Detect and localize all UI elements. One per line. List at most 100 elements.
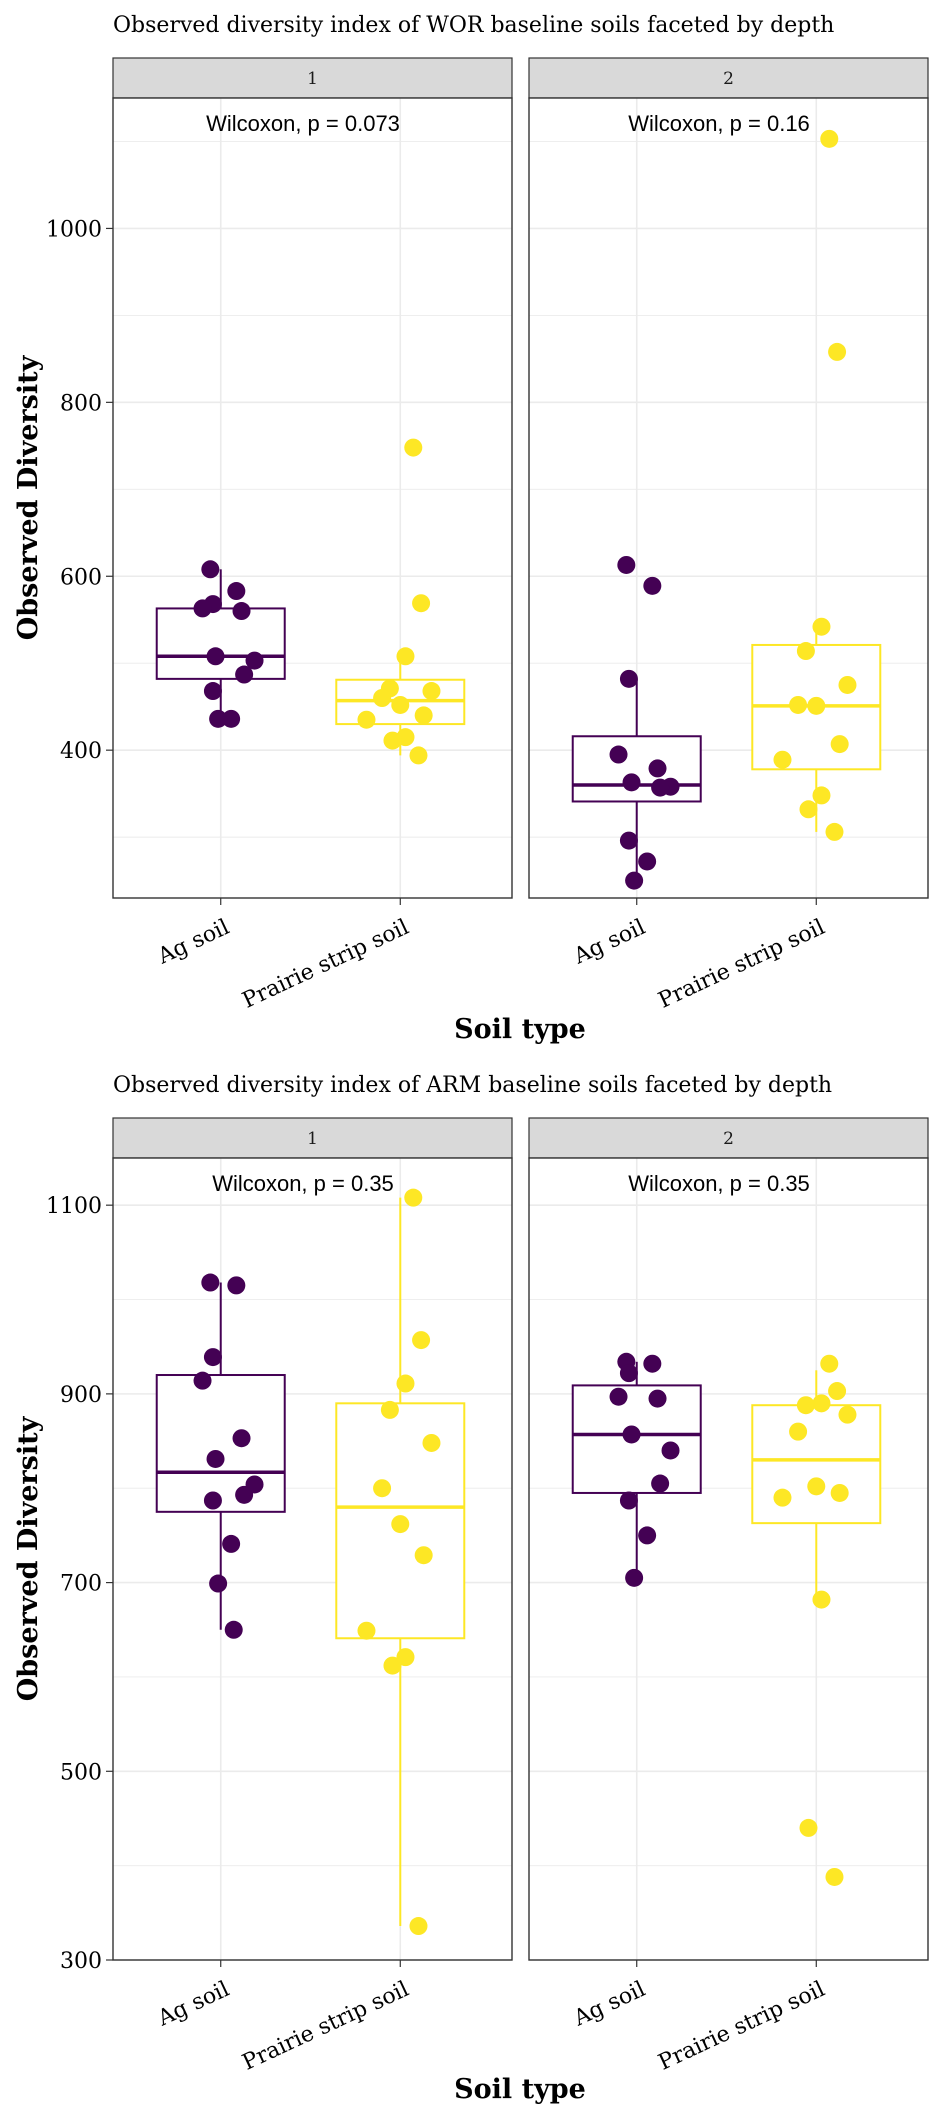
data-point: [789, 695, 808, 714]
data-point: [648, 759, 667, 778]
box-ag-soil: [571, 555, 702, 890]
data-point: [619, 831, 638, 850]
x-tick-label: Prairie strip soil: [239, 1977, 413, 2076]
data-point: [357, 710, 376, 729]
data-point: [812, 617, 831, 636]
data-point: [422, 1433, 441, 1452]
panel-background: [113, 98, 512, 898]
data-point: [422, 682, 441, 701]
data-point: [807, 696, 826, 715]
data-point: [638, 1526, 657, 1545]
data-point: [414, 1546, 433, 1565]
data-point: [651, 1474, 670, 1493]
data-point: [619, 1491, 638, 1510]
box-iqr: [155, 607, 286, 680]
data-point: [625, 871, 644, 890]
data-point: [404, 438, 423, 457]
data-point: [206, 647, 225, 666]
data-point: [619, 669, 638, 688]
y-tick-label: 500: [60, 1760, 102, 1785]
facet-strip: [528, 57, 929, 99]
panel-border: [112, 1157, 513, 1961]
data-point: [222, 1534, 241, 1553]
x-tick-label: Ag soil: [569, 915, 649, 970]
data-point: [643, 1354, 662, 1373]
data-point: [638, 852, 657, 871]
data-point: [224, 1620, 243, 1639]
x-axis-title: Soil type: [454, 2074, 586, 2105]
data-point: [412, 594, 431, 613]
data-point: [812, 1394, 831, 1413]
data-point: [609, 745, 628, 764]
data-point: [622, 1425, 641, 1444]
data-point: [796, 1396, 815, 1415]
box-ag-soil: [571, 1352, 702, 1587]
panel-background: [529, 1158, 928, 1960]
data-point: [838, 1405, 857, 1424]
chart-2: Observed diversity index of ARM baseline…: [13, 1073, 929, 2105]
data-point: [383, 731, 402, 750]
data-point: [820, 1354, 839, 1373]
box-prairie-strip-soil: [335, 1188, 466, 1936]
data-point: [622, 773, 641, 792]
data-point: [830, 735, 849, 754]
data-point: [796, 642, 815, 661]
box-ag-soil: [155, 560, 286, 728]
data-point: [812, 786, 831, 805]
data-point: [619, 1364, 638, 1383]
box-prairie-strip-soil: [335, 438, 466, 765]
data-point: [383, 1656, 402, 1675]
x-tick-label: Prairie strip soil: [655, 1977, 829, 2076]
data-point: [409, 746, 428, 765]
y-tick-label: 800: [60, 391, 102, 416]
data-point: [625, 1568, 644, 1587]
data-point: [789, 1422, 808, 1441]
x-tick-label: Ag soil: [569, 1977, 649, 2032]
data-point: [380, 1400, 399, 1419]
x-tick-label: Prairie strip soil: [655, 915, 829, 1014]
y-tick-label: 700: [60, 1572, 102, 1597]
data-point: [825, 1867, 844, 1886]
facet-strip-label: 2: [723, 69, 734, 89]
data-point: [227, 582, 246, 601]
data-point: [661, 1441, 680, 1460]
data-point: [209, 1574, 228, 1593]
data-point: [391, 1515, 410, 1534]
data-point: [651, 778, 670, 797]
box-iqr: [751, 1404, 882, 1525]
facet-panel-2: 2 Wilcoxon, p = 0.16 Ag soil Prairie strip …: [528, 57, 929, 1014]
data-point: [404, 1188, 423, 1207]
data-point: [222, 709, 241, 728]
panel-border: [112, 97, 513, 899]
y-axis-title: Observed Diversity: [13, 354, 44, 640]
data-point: [414, 706, 433, 725]
data-point: [235, 1485, 254, 1504]
data-point: [396, 1648, 415, 1667]
data-point: [799, 1818, 818, 1837]
wilcoxon-annotation: Wilcoxon, p = 0.35: [212, 1171, 394, 1196]
facet-panel-1: 1 Wilcoxon, p = 0.35 Ag soil Prairie strip …: [112, 1117, 513, 2076]
data-point: [807, 1477, 826, 1496]
x-tick-label: Ag soil: [153, 915, 233, 970]
data-point: [232, 1429, 251, 1448]
data-point: [609, 1387, 628, 1406]
data-point: [648, 1389, 667, 1408]
data-point: [828, 1382, 847, 1401]
data-point: [773, 1488, 792, 1507]
facet-panel-2: 2 Wilcoxon, p = 0.35 Ag soil Prairie strip …: [528, 1117, 929, 2076]
data-point: [201, 560, 220, 579]
data-point: [828, 342, 847, 361]
data-point: [825, 822, 844, 841]
data-point: [812, 1590, 831, 1609]
box-ag-soil: [155, 1273, 286, 1639]
y-tick-label: 300: [60, 1949, 102, 1974]
facet-panel-1: 1 Wilcoxon, p = 0.073 Ag soil Prairie strip…: [112, 57, 513, 1014]
facet-strip-label: 1: [307, 1129, 318, 1149]
wilcoxon-annotation: Wilcoxon, p = 0.073: [206, 111, 400, 136]
facet-strip: [528, 1117, 929, 1159]
data-point: [617, 555, 636, 574]
data-point: [373, 689, 392, 707]
chart-1: Observed diversity index of WOR baseline…: [13, 13, 929, 1045]
data-point: [203, 1491, 222, 1510]
